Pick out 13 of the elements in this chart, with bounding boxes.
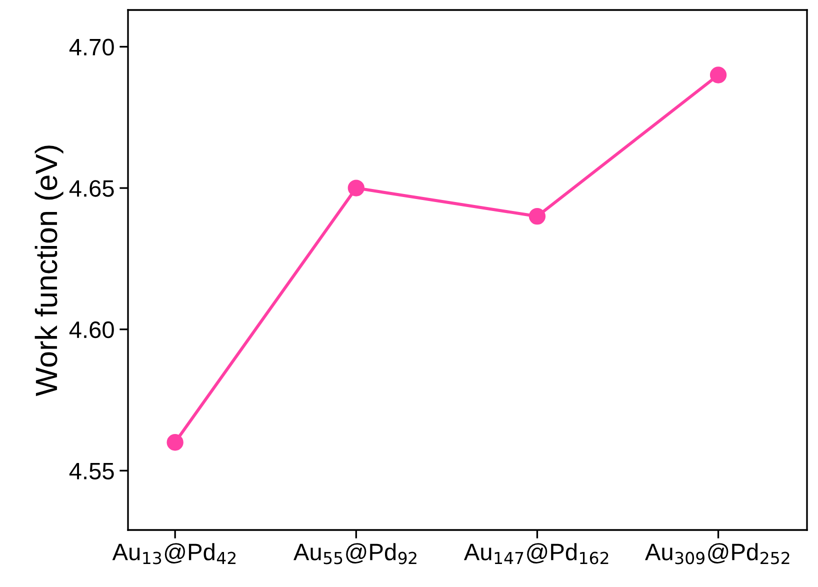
x-tick-label: Au$_{147}$@Pd$_{162}$ (464, 543, 608, 564)
y-tick-label: 4.70 (69, 38, 114, 56)
y-tick-label: 4.60 (69, 321, 114, 338)
x-tick-label: Au$_{309}$@Pd$_{252}$ (645, 543, 790, 564)
x-tick-label: Au$_{13}$@Pd$_{42}$ (112, 543, 236, 564)
x-tick-label: Au$_{55}$@Pd$_{92}$ (294, 543, 416, 564)
point (166, 434, 184, 451)
point (528, 208, 546, 225)
y-tick-label: 4.55 (69, 462, 114, 480)
point (348, 180, 364, 196)
point (710, 66, 727, 84)
y-tick-label: 4.65 (69, 180, 114, 197)
y-axis-title: Work function (eV) (34, 146, 64, 396)
